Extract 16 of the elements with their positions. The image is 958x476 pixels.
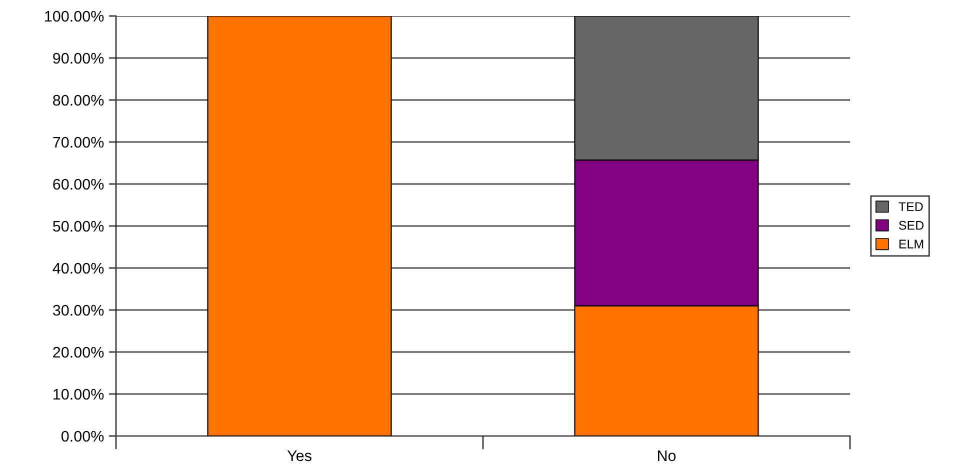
y-tick-label: 100.00%	[45, 10, 104, 22]
y-tick-label: 80.00%	[53, 94, 104, 106]
y-tick-label: 10.00%	[54, 388, 104, 400]
legend-label: TED	[898, 202, 923, 211]
legend-label: ELM	[899, 240, 924, 248]
x-tick-label: Yes	[287, 450, 312, 462]
y-tick-label: 70.00%	[53, 136, 104, 148]
y-tick-label: 20.00%	[53, 346, 104, 358]
legend-label: SED	[899, 220, 924, 230]
y-tick-label: 60.00%	[53, 178, 104, 190]
y-tick-label: 30.00%	[52, 304, 104, 316]
y-tick-label: 0.00%	[61, 430, 104, 442]
y-tick-label: 40.00%	[52, 262, 104, 274]
y-tick-label: 90.00%	[53, 52, 104, 64]
x-tick-label: No	[658, 450, 676, 462]
y-tick-label: 50.00%	[52, 220, 104, 232]
